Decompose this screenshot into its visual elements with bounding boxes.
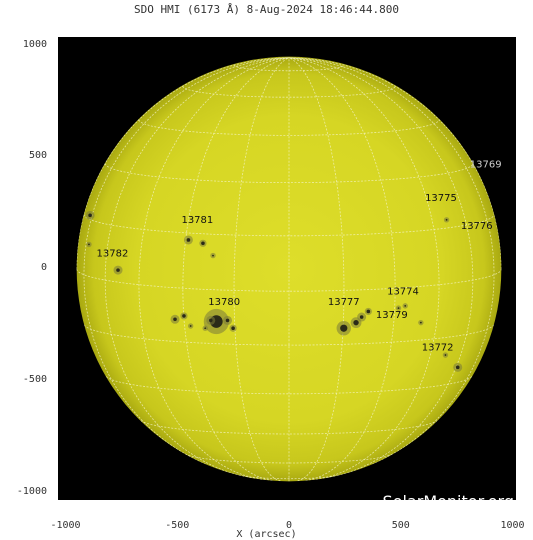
sunspot-umbra	[353, 320, 358, 325]
sunspot-umbra	[88, 244, 90, 246]
active-region-label: 13776	[461, 221, 493, 232]
sunspot-umbra	[398, 307, 400, 309]
active-region-label: 13781	[181, 215, 213, 226]
active-region-label: 13779	[376, 310, 408, 321]
watermark-text: SolarMonitor.org	[383, 492, 514, 511]
sunspot-umbra	[226, 319, 230, 323]
sunspot-umbra	[116, 268, 120, 272]
sunspot-umbra	[404, 305, 406, 307]
sunspot-umbra	[173, 317, 177, 321]
sunspot-umbra	[456, 366, 460, 370]
y-tick-label: -500	[7, 374, 47, 385]
sunspot-umbra	[445, 354, 447, 356]
sunspot-umbra	[212, 255, 214, 257]
sunspot-umbra	[204, 327, 206, 329]
sunspot-umbra	[360, 315, 364, 319]
y-tick-label: -1000	[7, 486, 47, 497]
sunspot-umbra	[88, 214, 92, 218]
sunspot-umbra	[367, 310, 371, 314]
sunspot-umbra	[340, 325, 347, 332]
sunspot-umbra	[231, 326, 235, 330]
sunspot-umbra	[201, 241, 205, 245]
sunspot-umbra	[446, 219, 448, 221]
active-region-label: 13769	[470, 159, 502, 170]
x-axis-label: X (arcsec)	[0, 529, 533, 540]
active-region-label: 13777	[328, 297, 360, 308]
solar-disk-image: 13769 13775 13776 13781 13782 13780 13777 13774…	[58, 37, 516, 500]
active-region-label: 13782	[97, 249, 129, 260]
image-title: SDO HMI (6173 Å) 8-Aug-2024 18:46:44.800	[0, 3, 533, 16]
y-tick-label: 1000	[7, 39, 47, 50]
active-region-label: 13774	[387, 287, 419, 298]
active-region-label: 13772	[422, 343, 454, 354]
active-region-label: 13780	[208, 297, 240, 308]
y-tick-label: 0	[7, 262, 47, 273]
sunspot-umbra	[190, 325, 192, 327]
sunspot-umbra	[209, 319, 213, 323]
sunspot-umbra	[187, 238, 191, 242]
y-tick-label: 500	[7, 150, 47, 161]
sunspot-umbra	[420, 322, 422, 324]
solar-image-frame: 13769 13775 13776 13781 13782 13780 13777 13774…	[58, 37, 516, 500]
sunspot-umbra	[182, 314, 186, 318]
active-region-label: 13775	[425, 193, 457, 204]
